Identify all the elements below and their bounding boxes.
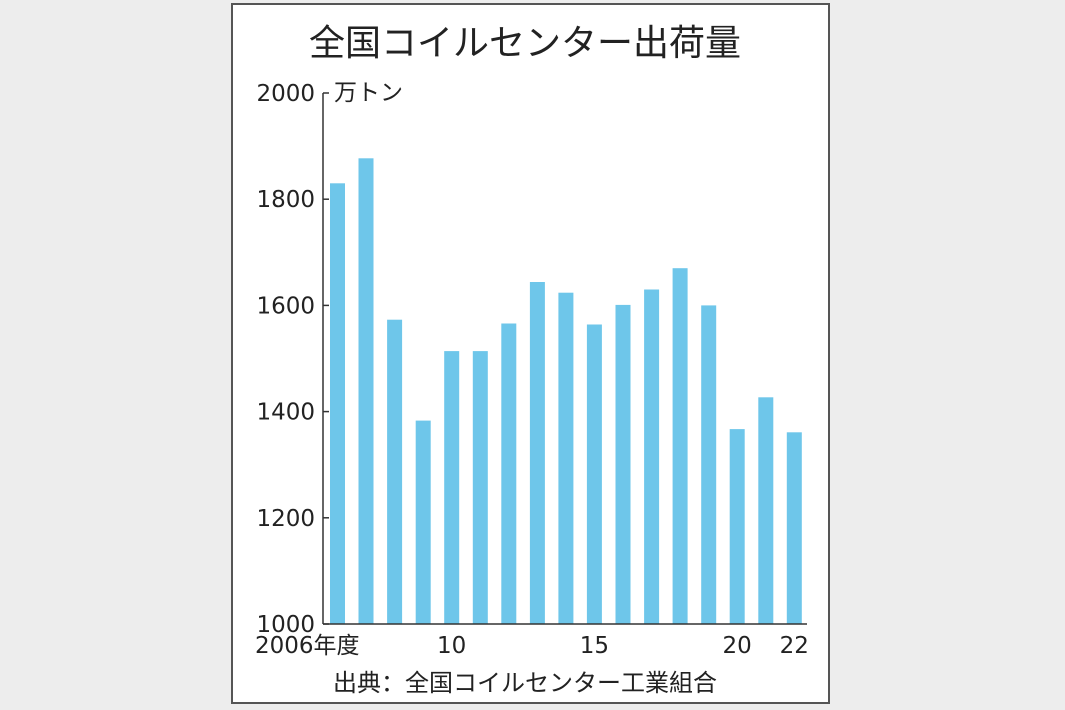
bar-2007 bbox=[358, 158, 374, 625]
bar-2011 bbox=[472, 351, 488, 624]
bar-2013 bbox=[529, 282, 545, 624]
bar-2019 bbox=[701, 305, 717, 624]
y-tick-label: 1800 bbox=[256, 187, 315, 213]
x-tick-label: 20 bbox=[723, 633, 752, 659]
bar-2018 bbox=[672, 268, 688, 624]
x-tick-label: 15 bbox=[580, 633, 609, 659]
y-tick-label: 1200 bbox=[256, 506, 315, 532]
y-tick-label: 1400 bbox=[256, 400, 315, 426]
source-note: 出典：全国コイルセンター工業組合 bbox=[333, 669, 717, 697]
bar-2008 bbox=[387, 319, 403, 624]
bar-2015 bbox=[586, 324, 602, 624]
bar-chart: 全国コイルセンター出荷量 万トン 2000 1800 1600 1400 1200 100… bbox=[255, 23, 809, 697]
y-axis-unit: 万トン bbox=[334, 80, 403, 106]
bar-2022 bbox=[786, 432, 802, 624]
chart-title: 全国コイルセンター出荷量 bbox=[309, 23, 741, 64]
bar-2010 bbox=[444, 351, 460, 624]
bar-2017 bbox=[644, 289, 660, 624]
y-tick-label: 1000 bbox=[256, 612, 315, 638]
bar-2006 bbox=[330, 183, 345, 625]
bar-2016 bbox=[615, 304, 631, 624]
bar-2009 bbox=[415, 420, 431, 624]
chart-panel: 全国コイルセンター出荷量 万トン 2000 1800 1600 1400 1200 100… bbox=[231, 3, 830, 704]
bar-2021 bbox=[758, 397, 774, 624]
x-tick-label: 10 bbox=[437, 633, 466, 659]
bar-2014 bbox=[558, 292, 574, 624]
bar-2012 bbox=[501, 323, 517, 624]
x-tick-label: 22 bbox=[780, 633, 809, 659]
bar-2020 bbox=[729, 429, 745, 624]
x-tick-label: 2006年度 bbox=[255, 633, 360, 659]
y-tick-label: 1600 bbox=[256, 293, 315, 319]
y-tick-label: 2000 bbox=[256, 81, 315, 107]
